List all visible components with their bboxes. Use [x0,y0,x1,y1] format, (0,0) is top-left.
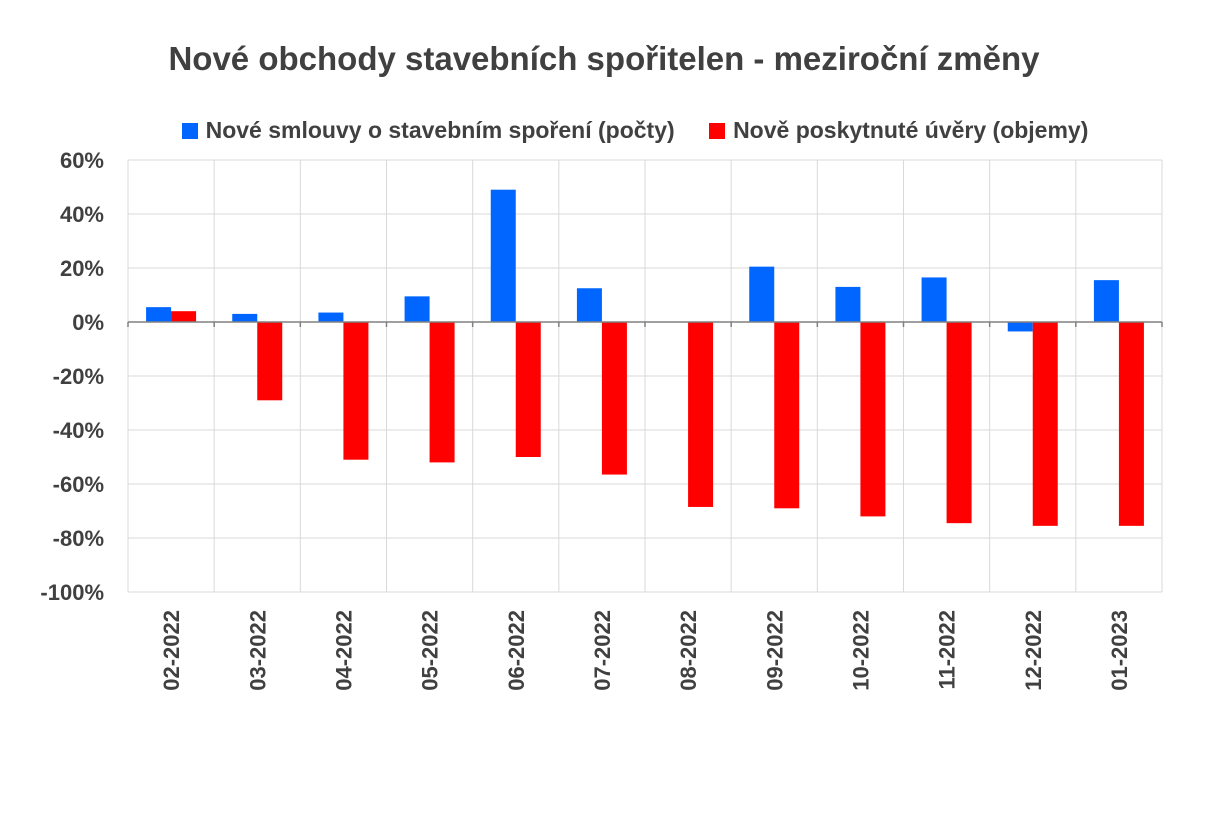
legend-label-series-1: Nové smlouvy o stavebním spoření (počty) [205,117,675,143]
x-tick-label: 05-2022 [418,610,443,691]
legend-swatch-red [709,122,726,139]
bar-smlouvy [576,288,602,322]
bar-smlouvy [1093,280,1119,322]
bar-uvery [688,322,714,507]
chart-title: Nové obchody stavebních spořitelen - mez… [168,40,1040,77]
bar-smlouvy [835,286,861,322]
bar-uvery [860,322,886,517]
x-tick-label: 03-2022 [245,610,270,691]
bar-uvery [429,322,455,463]
y-tick-label: -100% [40,580,104,605]
bar-uvery [515,322,541,457]
bar-uvery [774,322,800,509]
bar-uvery [946,322,972,524]
legend-swatch-blue [181,122,198,139]
y-tick-label: -60% [53,472,104,497]
bar-smlouvy [318,312,344,322]
x-tick-label: 04-2022 [331,610,356,691]
bar-smlouvy [490,189,516,322]
x-tick-label: 10-2022 [848,610,873,691]
bar-uvery [343,322,369,460]
y-tick-label: 40% [60,202,104,227]
bar-uvery [171,311,197,322]
bar-smlouvy [749,266,775,322]
legend-item-series-2: Nově poskytnuté úvěry (objemy) [709,117,1088,144]
x-tick-label: 08-2022 [676,610,701,691]
bar-smlouvy [404,296,430,322]
bar-uvery [257,322,283,401]
bar-smlouvy [232,313,258,322]
x-tick-label: 06-2022 [504,610,529,691]
y-tick-label: -40% [53,418,104,443]
bar-smlouvy [146,307,172,322]
bar-uvery [601,322,627,475]
y-tick-label: 60% [60,148,104,173]
x-tick-label: 01-2023 [1107,610,1132,691]
bar-smlouvy [1007,322,1033,332]
x-tick-label: 07-2022 [590,610,615,691]
x-tick-label: 11-2022 [935,610,960,690]
x-tick-label: 12-2022 [1021,610,1046,691]
y-tick-label: 0% [72,310,104,335]
bar-uvery [1032,322,1058,526]
x-tick-label: 02-2022 [159,610,184,691]
legend: Nové smlouvy o stavebním spoření (počty)… [0,117,1208,145]
y-tick-label: -20% [53,364,104,389]
y-tick-label: -80% [53,526,104,551]
y-tick-label: 20% [60,256,104,281]
legend-item-series-1: Nové smlouvy o stavebním spoření (počty) [181,117,675,144]
bar-uvery [1118,322,1144,526]
legend-label-series-2: Nově poskytnuté úvěry (objemy) [733,117,1089,143]
bar-smlouvy [921,277,947,322]
x-tick-label: 09-2022 [762,610,787,691]
